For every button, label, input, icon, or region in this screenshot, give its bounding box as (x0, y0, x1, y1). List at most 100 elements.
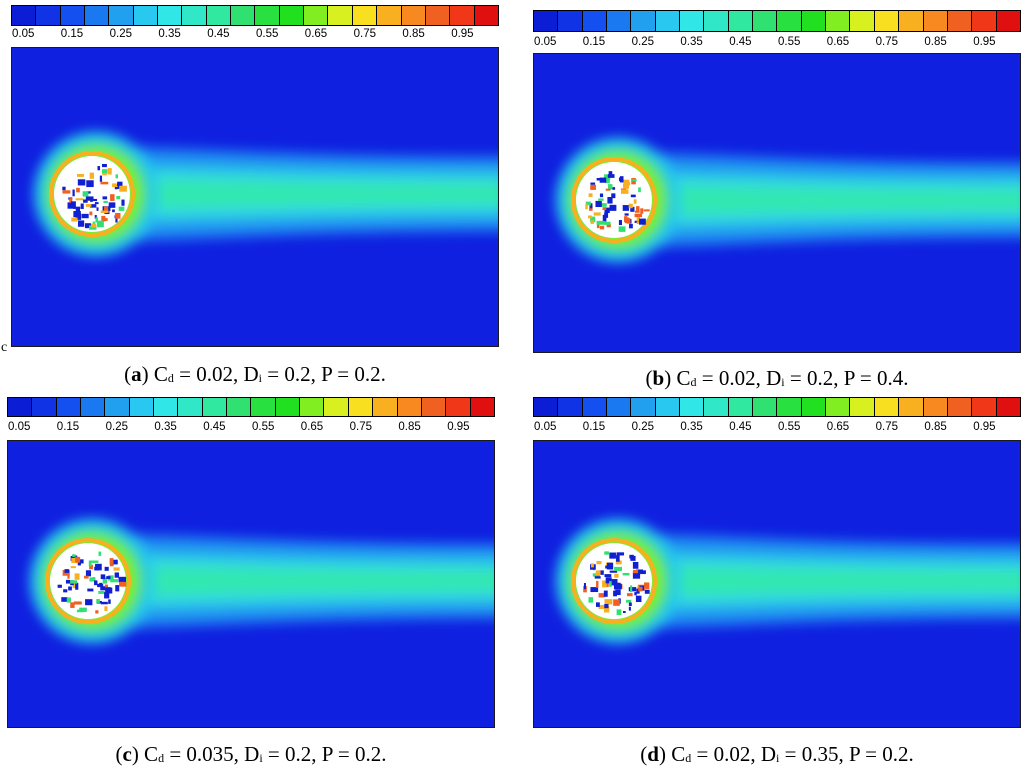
colorbar-segment (251, 398, 276, 416)
colorbar-segment (947, 398, 973, 416)
colorbar-segment (558, 398, 583, 416)
pore-speckle (583, 582, 586, 590)
pore-speckle (89, 564, 93, 570)
pore-speckle (626, 593, 633, 597)
colorbar-segment (377, 6, 402, 25)
caption-a: (a) Cd = 0.02, Di = 0.2, P = 0.2. (124, 362, 386, 386)
colorbar-tick-label: 0.85 (924, 421, 947, 433)
colorbar-segment (704, 11, 729, 31)
pore-speckle (628, 602, 632, 607)
pore-speckle (632, 569, 639, 574)
caption-letter-b: b (652, 366, 665, 390)
colorbar-tick-label: 0.75 (875, 36, 898, 48)
colorbar-segment (534, 11, 559, 31)
colorbar-segment (32, 398, 57, 416)
pore-speckle (596, 223, 600, 229)
pore-speckle (75, 207, 81, 214)
pore-speckle (70, 566, 76, 569)
colorbar-segment (874, 11, 900, 31)
pore-speckle (112, 209, 115, 213)
porous-body (576, 162, 652, 239)
pore-speckle (590, 182, 596, 185)
pore-speckle (644, 589, 650, 594)
pore-speckle (585, 201, 591, 206)
pore-speckle (624, 217, 630, 222)
pore-speckle (630, 194, 636, 198)
pore-speckle (69, 580, 78, 584)
colorbar-segment (680, 398, 705, 416)
pore-speckle (88, 560, 92, 567)
pore-speckle (605, 179, 610, 184)
colorbar-segment (704, 398, 729, 416)
cd-value-c: 0.035 (186, 742, 234, 766)
pore-speckle (622, 183, 630, 189)
pore-speckle (607, 174, 615, 178)
colorbar-segment (534, 398, 559, 416)
pore-speckle (618, 226, 626, 232)
pore-speckle (603, 606, 610, 613)
pore-speckle (109, 558, 114, 565)
pore-speckle (609, 581, 612, 587)
pore-speckle (98, 551, 102, 556)
pore-speckle (602, 207, 607, 211)
pore-speckle (614, 566, 623, 571)
colorbar-tick-label: 0.35 (158, 28, 181, 40)
pore-speckle (604, 174, 611, 181)
colorbar-tick-label: 0.55 (777, 36, 801, 48)
pore-speckle (84, 575, 89, 579)
pore-speckle (599, 177, 607, 183)
pore-speckle (96, 207, 99, 211)
pore-speckle (95, 610, 99, 614)
pore-speckle (73, 601, 82, 605)
colorbar-tick-label: 0.15 (582, 36, 606, 48)
colorbar-segment (373, 398, 398, 416)
colorbar-segment (12, 6, 37, 25)
colorbar-segment (582, 398, 608, 416)
pore-speckle (77, 220, 85, 227)
pore-speckle (62, 190, 71, 194)
pore-speckle (90, 560, 99, 563)
pore-speckle (604, 599, 613, 605)
pore-speckle (112, 183, 118, 188)
pore-speckle (598, 198, 604, 201)
pore-speckle (72, 189, 75, 197)
colorbar-segment (397, 398, 422, 416)
caption-letter-c: c (122, 742, 132, 766)
colorbar-tick-label: 0.85 (398, 421, 421, 433)
pore-speckle (623, 179, 630, 186)
pore-speckle (78, 559, 84, 564)
pore-speckle (115, 174, 118, 179)
pore-speckle (92, 576, 95, 580)
colorbar-tick-label: 0.65 (304, 28, 328, 40)
pore-speckle (67, 202, 74, 209)
pore-speckle (77, 179, 86, 186)
pore-speckle (107, 575, 114, 581)
pore-speckle (596, 220, 605, 225)
porous-body (54, 156, 130, 233)
pore-speckle (634, 213, 643, 218)
contour-field-a (11, 47, 499, 347)
colorbar-segment (631, 11, 656, 31)
pore-speckle (118, 206, 125, 211)
colorbar-segment (582, 11, 608, 31)
pore-speckle (99, 582, 103, 587)
pore-speckle (70, 602, 75, 608)
pore-speckle (588, 193, 593, 197)
colorbar-tick-label: 0.25 (631, 421, 654, 433)
colorbar-segment (655, 398, 681, 416)
pore-speckle (606, 581, 609, 587)
colorbar-tick-label: 0.55 (251, 421, 275, 433)
colorbar-segment (753, 11, 778, 31)
colorbar-segment (801, 398, 827, 416)
pore-speckle (100, 210, 109, 213)
pore-speckle (594, 576, 601, 579)
pore-speckle (87, 588, 94, 592)
colorbar-segment (777, 398, 802, 416)
pore-speckle (604, 212, 609, 218)
pore-speckle (94, 202, 99, 205)
pore-speckle (71, 201, 76, 208)
pore-speckle (628, 203, 633, 209)
pore-speckle (599, 225, 605, 230)
pore-speckle (611, 193, 616, 199)
pore-speckle (595, 200, 602, 208)
